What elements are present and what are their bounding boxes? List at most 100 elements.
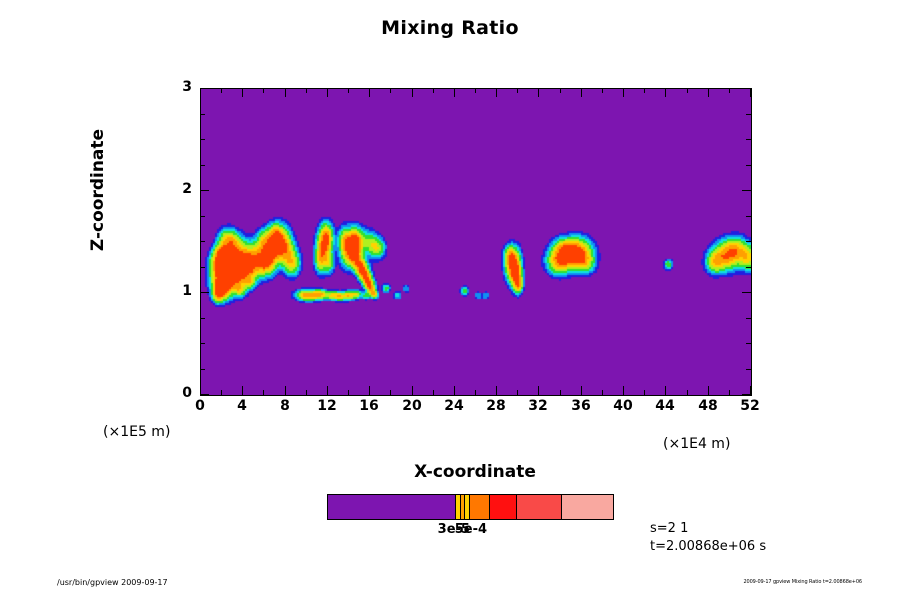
y-axis-minor-tick	[200, 343, 205, 344]
colorbar	[327, 494, 614, 520]
x-axis-tick-label: 12	[317, 398, 337, 414]
x-axis-minor-tick	[390, 88, 391, 93]
y-axis-tick-label: 2	[182, 181, 192, 197]
y-axis-minor-tick	[746, 369, 751, 370]
y-axis-tick	[200, 292, 209, 293]
x-axis-tick-label: 44	[655, 398, 675, 414]
y-axis-title: Z-coordinate	[88, 128, 108, 252]
x-axis-tick	[200, 386, 201, 395]
y-axis-minor-tick	[746, 216, 751, 217]
x-axis-tick	[412, 88, 413, 97]
x-axis-tick-label: 36	[571, 398, 591, 414]
y-axis-minor-tick	[200, 318, 205, 319]
footer-metadata-label: 2009-09-17 gpview Mixing Ratio t=2.00868…	[743, 579, 862, 585]
x-axis-tick	[581, 88, 582, 97]
y-axis-minor-tick	[746, 139, 751, 140]
x-axis-minor-tick	[687, 390, 688, 395]
x-axis-tick	[327, 88, 328, 97]
x-axis-tick-label: 32	[528, 398, 548, 414]
y-axis-tick-label-wrap: 1	[156, 283, 192, 299]
x-axis-minor-tick	[560, 88, 561, 93]
y-axis-tick	[200, 394, 209, 395]
y-axis-tick-label: 3	[182, 79, 192, 95]
y-axis-tick	[742, 190, 751, 191]
x-axis-minor-tick	[644, 390, 645, 395]
colorbar-tick-label: 5e-4	[454, 522, 488, 537]
x-axis-tick	[369, 88, 370, 97]
y-axis-tick	[742, 88, 751, 89]
colorbar-tick-labels: 3e-5 5e-4	[327, 522, 612, 540]
y-axis-tick-label-wrap: 3	[156, 79, 192, 95]
x-axis-minor-tick	[729, 390, 730, 395]
x-axis-minor-tick	[687, 88, 688, 93]
time-annotation: t=2.00868e+06 s	[650, 539, 767, 554]
x-axis-minor-tick	[221, 390, 222, 395]
x-axis-minor-tick	[306, 88, 307, 93]
colorbar-segment	[516, 495, 563, 519]
x-axis-tick-label: 48	[698, 398, 718, 414]
y-axis-tick-label: 0	[182, 385, 192, 401]
x-axis-tick	[327, 386, 328, 395]
x-axis-tick	[412, 386, 413, 395]
x-axis-tick-label: 20	[402, 398, 422, 414]
y-axis-unit-label: (×1E5 m)	[103, 424, 171, 440]
x-axis-tick-label: 24	[444, 398, 464, 414]
footer-command-label: /usr/bin/gpview 2009-09-17	[57, 578, 168, 587]
x-axis-tick	[623, 88, 624, 97]
x-axis-tick	[496, 386, 497, 395]
colorbar-segment	[469, 495, 490, 519]
sigma-annotation: s=2 1	[650, 521, 689, 536]
y-axis-tick	[200, 88, 209, 89]
x-axis-minor-tick	[517, 88, 518, 93]
x-axis-minor-tick	[433, 390, 434, 395]
y-axis-minor-tick	[746, 114, 751, 115]
y-axis-tick-label-wrap: 2	[156, 181, 192, 197]
x-axis-minor-tick	[602, 390, 603, 395]
x-axis-minor-tick	[560, 390, 561, 395]
x-axis-tick	[285, 386, 286, 395]
x-axis-tick	[454, 386, 455, 395]
y-axis-minor-tick	[200, 165, 205, 166]
x-axis-minor-tick	[644, 88, 645, 93]
y-axis-tick-label: 1	[182, 283, 192, 299]
colorbar-segment	[460, 495, 466, 519]
y-axis-minor-tick	[746, 241, 751, 242]
x-axis-tick	[285, 88, 286, 97]
y-axis-minor-tick	[200, 267, 205, 268]
x-axis-tick	[665, 386, 666, 395]
x-axis-minor-tick	[517, 390, 518, 395]
x-axis-tick	[538, 386, 539, 395]
y-axis-minor-tick	[200, 139, 205, 140]
x-axis-minor-tick	[221, 88, 222, 93]
y-axis-minor-tick	[200, 114, 205, 115]
x-axis-tick	[242, 386, 243, 395]
x-axis-unit-label: (×1E4 m)	[663, 436, 731, 452]
x-axis-tick-label: 0	[195, 398, 205, 414]
x-axis-minor-tick	[475, 390, 476, 395]
x-axis-minor-tick	[390, 390, 391, 395]
x-axis-tick-label: 16	[359, 398, 379, 414]
x-axis-tick	[665, 88, 666, 97]
y-axis-tick	[742, 394, 751, 395]
x-axis-tick	[369, 386, 370, 395]
x-axis-minor-tick	[433, 88, 434, 93]
y-axis-minor-tick	[746, 318, 751, 319]
colorbar-segment	[328, 495, 457, 519]
x-axis-minor-tick	[263, 88, 264, 93]
x-axis-minor-tick	[263, 390, 264, 395]
x-axis-tick-label: 4	[237, 398, 247, 414]
contour-plot-area	[200, 88, 752, 396]
y-axis-tick	[742, 292, 751, 293]
x-axis-tick	[708, 386, 709, 395]
mixing-ratio-field	[201, 89, 751, 395]
y-axis-tick-label-wrap: 0	[156, 385, 192, 401]
y-axis-minor-tick	[746, 343, 751, 344]
x-axis-tick	[623, 386, 624, 395]
y-axis-minor-tick	[200, 216, 205, 217]
y-axis-minor-tick	[200, 241, 205, 242]
x-axis-tick	[454, 88, 455, 97]
x-axis-minor-tick	[602, 88, 603, 93]
colorbar-segment	[456, 495, 461, 519]
x-axis-tick	[496, 88, 497, 97]
